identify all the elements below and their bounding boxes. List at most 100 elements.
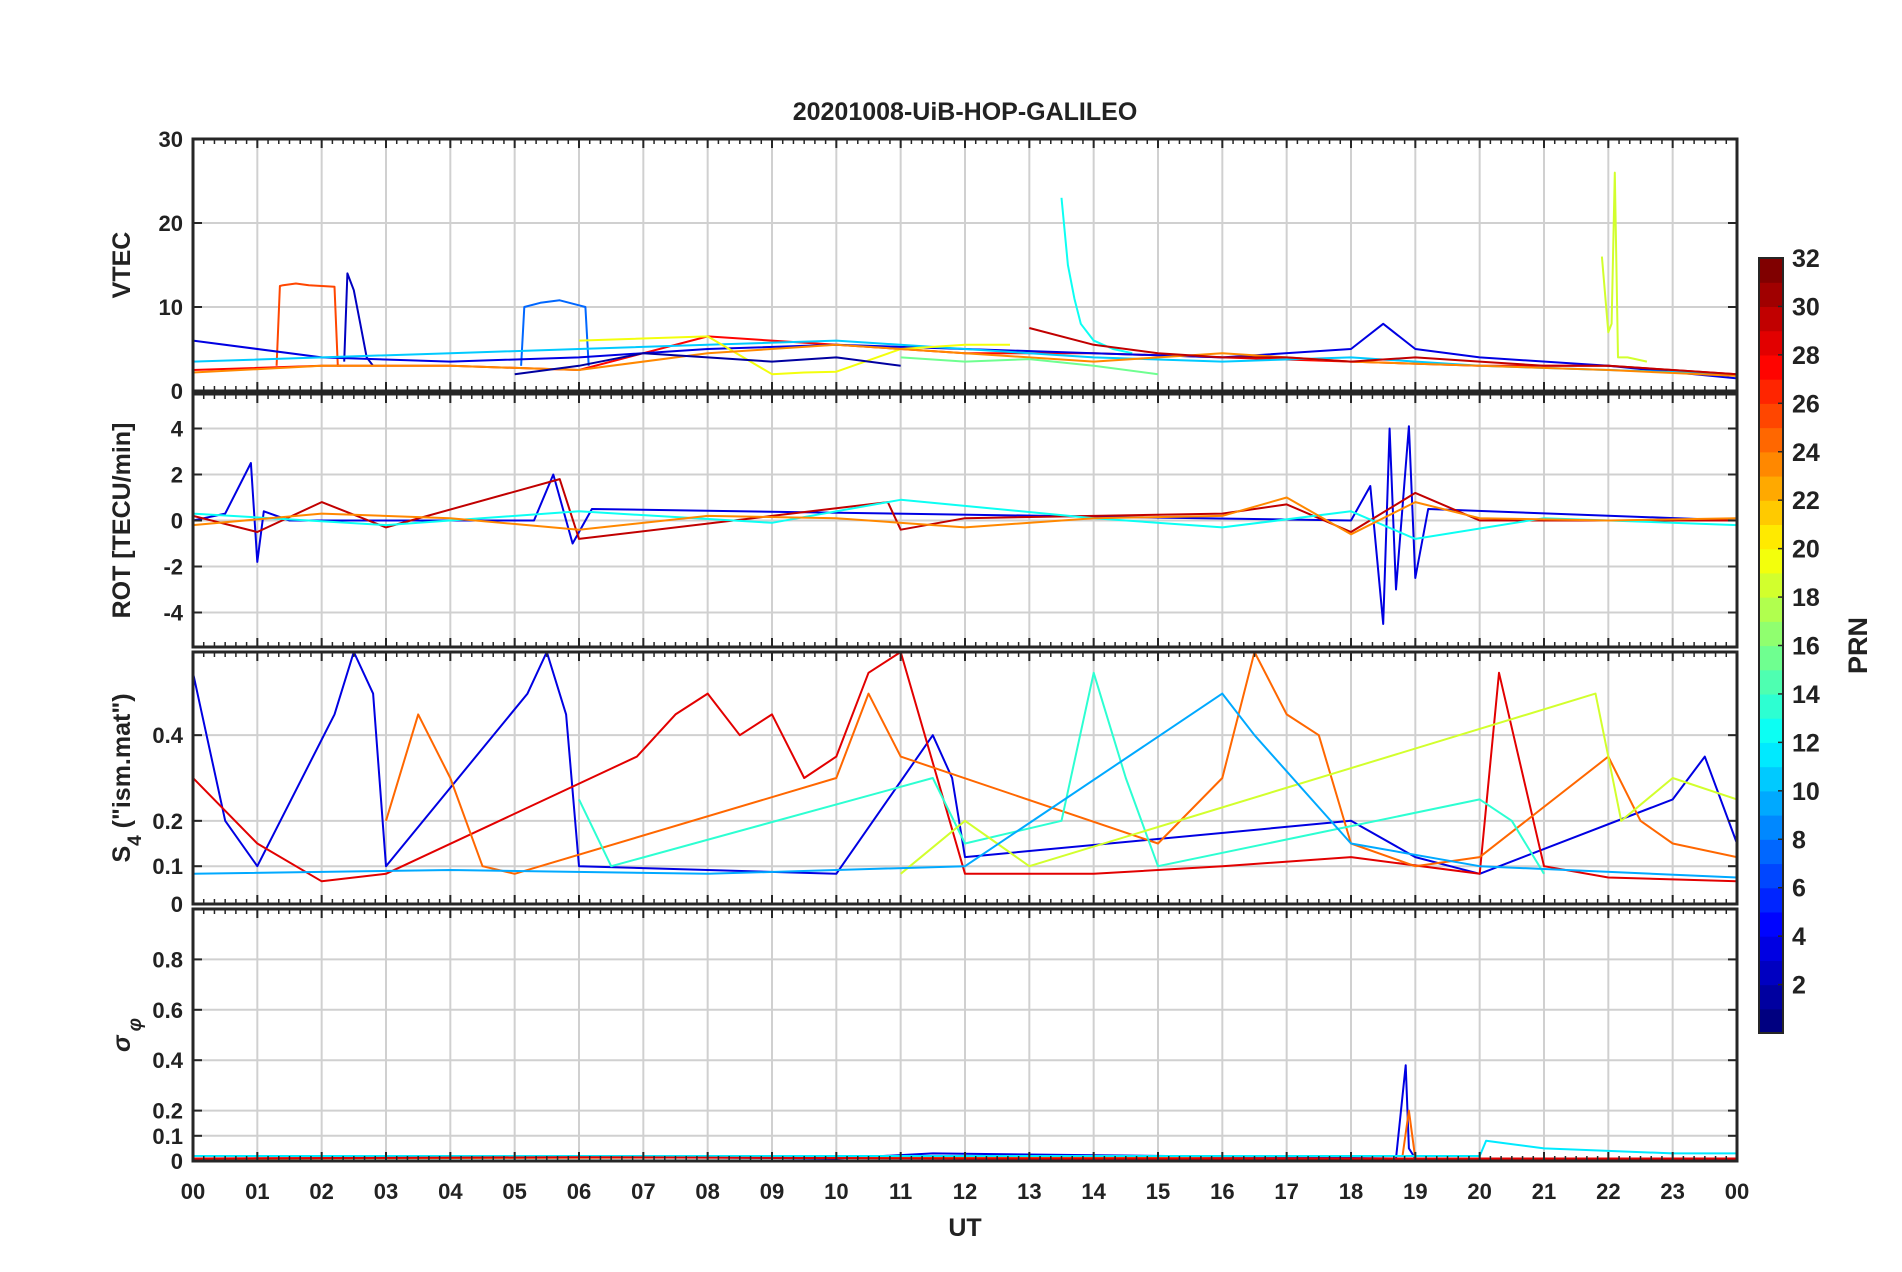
x-tick-label: 07	[631, 1179, 655, 1204]
colorbar-swatch	[1759, 790, 1783, 816]
colorbar-swatch	[1759, 936, 1783, 961]
x-axis: 00 01 02 03 04 05 06 07 08 09 10 11 12 13 14 15 16 17 18 19…	[181, 1179, 1749, 1204]
series-line-prn-24	[193, 496, 1737, 536]
x-tick-label: 06	[567, 1179, 591, 1204]
colorbar-swatch	[1759, 839, 1783, 865]
series-line-prn-19	[900, 692, 1737, 875]
series-line-prn-8	[520, 299, 590, 366]
colorbar-swatch	[1759, 524, 1783, 550]
y-tick-label: 0.6	[152, 998, 183, 1023]
y-tick-label: 2	[171, 463, 183, 488]
colorbar-swatch	[1759, 960, 1783, 986]
y-tick-label: 0.4	[152, 723, 183, 748]
x-tick-label: 03	[374, 1179, 398, 1204]
colorbar-swatch	[1759, 1008, 1783, 1034]
y-tick-label: 0	[171, 509, 183, 534]
colorbar-swatch	[1759, 984, 1783, 1010]
x-tick-label: 18	[1339, 1179, 1363, 1204]
x-tick-label: 12	[953, 1179, 977, 1204]
y-axis-label: VTEC	[108, 232, 136, 299]
x-tick-label: 22	[1596, 1179, 1620, 1204]
panel-4: 00.10.2 0.4 0.6 0.8 σφ	[108, 907, 1739, 1174]
y-tick-label: 10	[159, 295, 183, 320]
colorbar-tick-label: 24	[1792, 439, 1820, 467]
colorbar-tick-label: 4	[1792, 923, 1806, 951]
y-axis-label: ROT [TECU/min]	[108, 423, 136, 619]
colorbar-swatch	[1759, 742, 1783, 768]
series-line-prn-30	[1029, 327, 1737, 376]
colorbar-tick-label: 28	[1792, 342, 1820, 370]
colorbar-swatch	[1759, 306, 1783, 332]
colorbar-swatch	[1759, 330, 1783, 356]
plot-frame	[191, 907, 1739, 1163]
plot-frame	[191, 137, 1739, 393]
colorbar-swatch	[1759, 427, 1783, 453]
colorbar-swatch	[1759, 548, 1783, 574]
y-axis-label: σφ	[108, 1018, 146, 1052]
x-tick-label: 13	[1017, 1179, 1041, 1204]
colorbar-tick-label: 10	[1792, 778, 1820, 806]
colorbar-tick-label: 6	[1792, 875, 1806, 903]
y-tick-label: 0.2	[152, 809, 183, 834]
x-tick-label: 21	[1532, 1179, 1556, 1204]
colorbar-swatch	[1759, 475, 1783, 501]
x-tick-label: 23	[1660, 1179, 1684, 1204]
y-tick-label: 20	[159, 211, 183, 236]
y-tick-label: 0	[171, 1149, 183, 1174]
colorbar-swatch	[1759, 863, 1783, 889]
series-line-prn-29	[193, 652, 1737, 883]
plot-frame	[191, 392, 1739, 649]
colorbar-swatch	[1759, 500, 1783, 526]
x-tick-label: 00	[181, 1179, 205, 1204]
x-tick-label: 10	[824, 1179, 848, 1204]
colorbar-tick-label: 12	[1792, 729, 1820, 757]
x-tick-label: 09	[760, 1179, 784, 1204]
y-tick-label: 0.1	[152, 1124, 183, 1149]
x-tick-label: 02	[309, 1179, 333, 1204]
series-line-prn-20	[578, 335, 1010, 376]
panel-3: 0 0.1 0.2 0.4S4 ("ism.mat")	[108, 650, 1739, 917]
colorbar-tick-label: 30	[1792, 293, 1820, 321]
series-line-prn-4	[193, 652, 1737, 875]
colorbar-swatch	[1759, 815, 1783, 840]
x-tick-label: 05	[502, 1179, 526, 1204]
colorbar-swatch	[1759, 718, 1783, 743]
series-line-prn-4	[193, 322, 1737, 380]
panel-1: 0 10 20 30 VTEC	[108, 127, 1739, 404]
y-tick-label: 0	[171, 892, 183, 917]
colorbar-swatch	[1759, 572, 1783, 598]
colorbar-swatch	[1759, 597, 1783, 622]
colorbar-swatch	[1759, 282, 1783, 308]
x-axis-label: UT	[948, 1214, 981, 1242]
colorbar-tick-label: 16	[1792, 633, 1820, 661]
x-tick-label: 16	[1210, 1179, 1234, 1204]
colorbar-swatch	[1759, 645, 1783, 671]
y-tick-label: 0.4	[152, 1048, 183, 1073]
x-tick-label: 01	[245, 1179, 269, 1204]
x-tick-label: 14	[1081, 1179, 1106, 1204]
colorbar-swatch	[1759, 403, 1783, 429]
colorbar-swatch	[1759, 887, 1783, 913]
x-tick-label: 19	[1403, 1179, 1427, 1204]
series-group	[193, 652, 1737, 883]
series-group	[193, 171, 1737, 380]
x-tick-label: 17	[1274, 1179, 1298, 1204]
y-tick-label: 30	[159, 127, 183, 152]
x-tick-label: 15	[1146, 1179, 1170, 1204]
x-tick-label: 08	[695, 1179, 719, 1204]
series-line-prn-16	[900, 356, 1159, 376]
colorbar-tick-label: 14	[1792, 681, 1820, 709]
series-line-prn-26	[275, 282, 341, 367]
chart-title: 20201008-UiB-HOP-GALILEO	[793, 98, 1138, 126]
y-tick-label: 0.8	[152, 947, 183, 972]
colorbar-tick-label: 2	[1792, 972, 1806, 1000]
series-line-prn-13	[1060, 197, 1133, 355]
colorbar-swatch	[1759, 451, 1783, 477]
colorbar-swatch	[1759, 911, 1783, 937]
y-tick-label: -2	[163, 555, 183, 580]
colorbar-tick-label: 20	[1792, 536, 1820, 564]
colorbar-tick-label: 22	[1792, 487, 1820, 515]
series-line-prn-14	[578, 671, 1545, 875]
series-line-prn-2	[514, 352, 901, 376]
